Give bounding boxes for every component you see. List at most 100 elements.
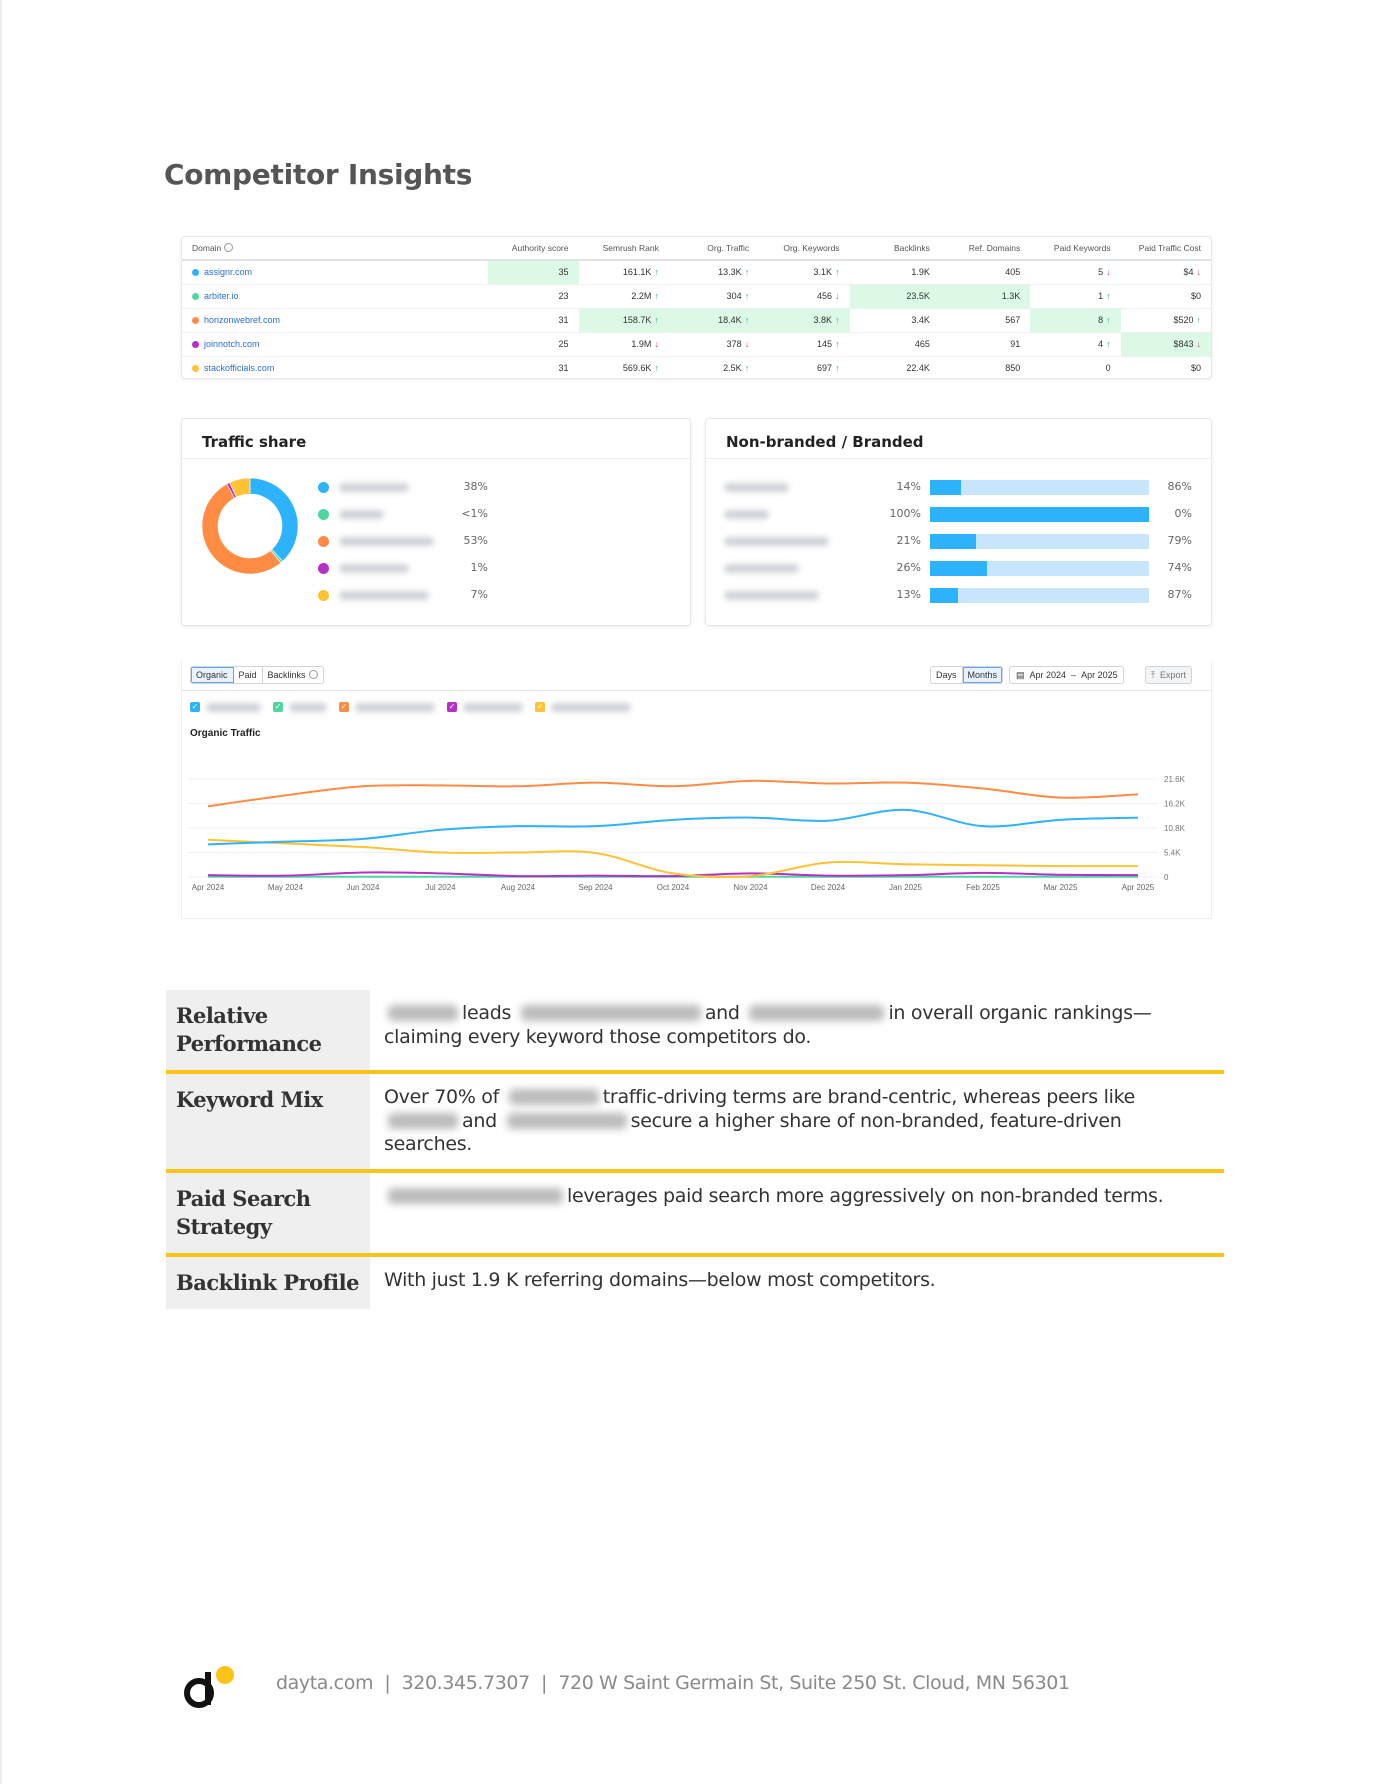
y-tick-label: 10.8K <box>1164 824 1186 833</box>
traffic-share-donut <box>201 477 299 575</box>
metric-cell: 1 ↑ <box>1030 284 1121 309</box>
logo-dot <box>216 1666 234 1684</box>
x-tick-label: Jan 2025 <box>889 883 922 892</box>
metric-value: 1 <box>1098 291 1104 301</box>
metric-value: $4 <box>1183 267 1194 278</box>
tab-paid[interactable]: Paid <box>234 667 263 683</box>
domain-cell[interactable]: joinnotch.com <box>182 332 489 357</box>
arrow-up-icon: ↑ <box>654 315 659 325</box>
blurred-series-name <box>355 702 435 712</box>
series-line <box>207 779 1139 808</box>
series-toggle[interactable]: ✓ <box>447 702 523 712</box>
metric-value: $0 <box>1190 363 1201 374</box>
arrow-up-icon: ↑ <box>654 363 659 374</box>
column-header[interactable]: Backlinks <box>849 237 940 261</box>
domain-color-dot <box>192 293 199 300</box>
domain-cell[interactable]: stackofficials.com <box>182 356 488 380</box>
share-percent: 53% <box>463 534 488 547</box>
series-toggle[interactable]: ✓ <box>273 702 327 712</box>
domain-cell[interactable]: assignr.com <box>182 260 489 285</box>
upload-icon: ⤒ <box>1151 670 1155 680</box>
metric-cell: 304 ↑ <box>668 284 760 309</box>
checkbox-checked-icon: ✓ <box>190 702 200 712</box>
column-header[interactable]: Domain <box>182 237 489 261</box>
domain-color-dot <box>192 269 199 277</box>
blurred-domain <box>724 483 789 492</box>
donut-slice <box>229 477 251 498</box>
metric-cell: $0 <box>1120 284 1211 309</box>
x-tick-label: Jul 2024 <box>425 883 456 892</box>
checkbox-checked-icon: ✓ <box>535 702 545 712</box>
arrow-up-icon: ↑ <box>1106 291 1111 301</box>
domain-link[interactable]: assignr.com <box>204 267 253 278</box>
legend-dot <box>318 508 329 520</box>
arrow-up-icon: ↑ <box>654 291 659 301</box>
non-branded-fill <box>930 507 1149 522</box>
days-button[interactable]: Days <box>931 667 963 683</box>
metric-value: 1.3K <box>1001 291 1021 301</box>
column-header[interactable]: Authority score <box>488 237 579 261</box>
table-row: stackofficials.com 31 569.6K ↑ 2.5K ↑ 697 ↑ 22.4… <box>182 356 1211 380</box>
page-title: Competitor Insights <box>164 158 473 191</box>
redacted-name <box>520 1005 701 1021</box>
domain-cell[interactable]: horizonwebref.com <box>182 308 489 333</box>
blurred-domain <box>339 536 434 546</box>
metric-cell: 465 <box>849 332 940 357</box>
blurred-series-name <box>206 702 261 712</box>
metric-value: 405 <box>1005 267 1021 278</box>
traffic-share-legend-item: 7% <box>318 585 488 605</box>
insight-text: Over 70% of traffic-driving terms are br… <box>370 1074 1224 1169</box>
metric-cell: 3.4K <box>849 308 940 333</box>
series-toggle[interactable]: ✓ <box>190 702 261 712</box>
date-range-picker[interactable]: ▤ Apr 2024 – Apr 2025 <box>1009 666 1124 684</box>
months-button[interactable]: Months <box>962 667 1003 683</box>
traffic-share-legend-item: 38% <box>318 477 488 497</box>
export-button[interactable]: ⤒ Export <box>1145 666 1192 684</box>
metric-cell: 378 ↓ <box>668 332 760 357</box>
legend-dot <box>318 535 329 547</box>
metric-tabs: Organic Paid Backlinks <box>190 666 324 684</box>
info-icon <box>308 670 318 679</box>
domain-link[interactable]: arbiter.io <box>204 291 239 301</box>
series-toggle[interactable]: ✓ <box>339 702 435 712</box>
branded-bar <box>930 588 1149 603</box>
column-header[interactable]: Paid Traffic Cost <box>1120 237 1211 261</box>
metric-value: 22.4K <box>906 363 930 374</box>
table-row: arbiter.io 23 2.2M ↑ 304 ↑ 456 ↓ 23.5K 1.3K 1 ↑ $0 <box>182 284 1211 309</box>
domain-color-dot <box>192 341 199 348</box>
metric-cell: 2.5K ↑ <box>669 356 759 380</box>
non-branded-percent: 100% <box>889 507 921 520</box>
column-header[interactable]: Semrush Rank <box>578 237 669 261</box>
metric-value: 23.5K <box>906 291 930 301</box>
metric-cell: $520 ↑ <box>1120 308 1211 333</box>
panel-title: Non-branded / Branded <box>706 419 1211 459</box>
arrow-down-icon: ↓ <box>654 339 659 349</box>
tab-organic[interactable]: Organic <box>191 667 234 683</box>
branded-bar <box>930 507 1149 522</box>
insight-row: Relative Performance leads and in overall… <box>166 990 1224 1074</box>
metric-value: 18.4K <box>718 315 742 325</box>
info-icon <box>224 243 234 252</box>
metric-value: 31 <box>558 363 569 374</box>
column-header[interactable]: Ref. Domains <box>939 237 1031 261</box>
legend-dot <box>318 589 329 601</box>
domain-link[interactable]: joinnotch.com <box>204 339 260 349</box>
calendar-icon: ▤ <box>1016 670 1025 680</box>
domain-link[interactable]: stackofficials.com <box>204 363 275 374</box>
column-header[interactable]: Org. Traffic <box>668 237 760 261</box>
series-toggle[interactable]: ✓ <box>535 702 631 712</box>
column-header[interactable]: Paid Keywords <box>1030 237 1121 261</box>
domain-cell[interactable]: arbiter.io <box>182 284 489 309</box>
insight-text-part: and <box>704 1002 740 1024</box>
series-line <box>207 871 1139 878</box>
domain-link[interactable]: horizonwebref.com <box>204 315 281 325</box>
legend-dot <box>318 562 329 574</box>
tab-backlinks[interactable]: Backlinks <box>263 667 323 683</box>
arrow-up-icon: ↑ <box>835 267 840 278</box>
metric-cell: 91 <box>939 332 1031 357</box>
column-header[interactable]: Org. Keywords <box>759 237 850 261</box>
blurred-domain <box>724 537 829 546</box>
non-branded-fill <box>930 588 959 603</box>
metric-cell: 158.7K ↑ <box>578 308 669 333</box>
series-line <box>207 808 1139 846</box>
